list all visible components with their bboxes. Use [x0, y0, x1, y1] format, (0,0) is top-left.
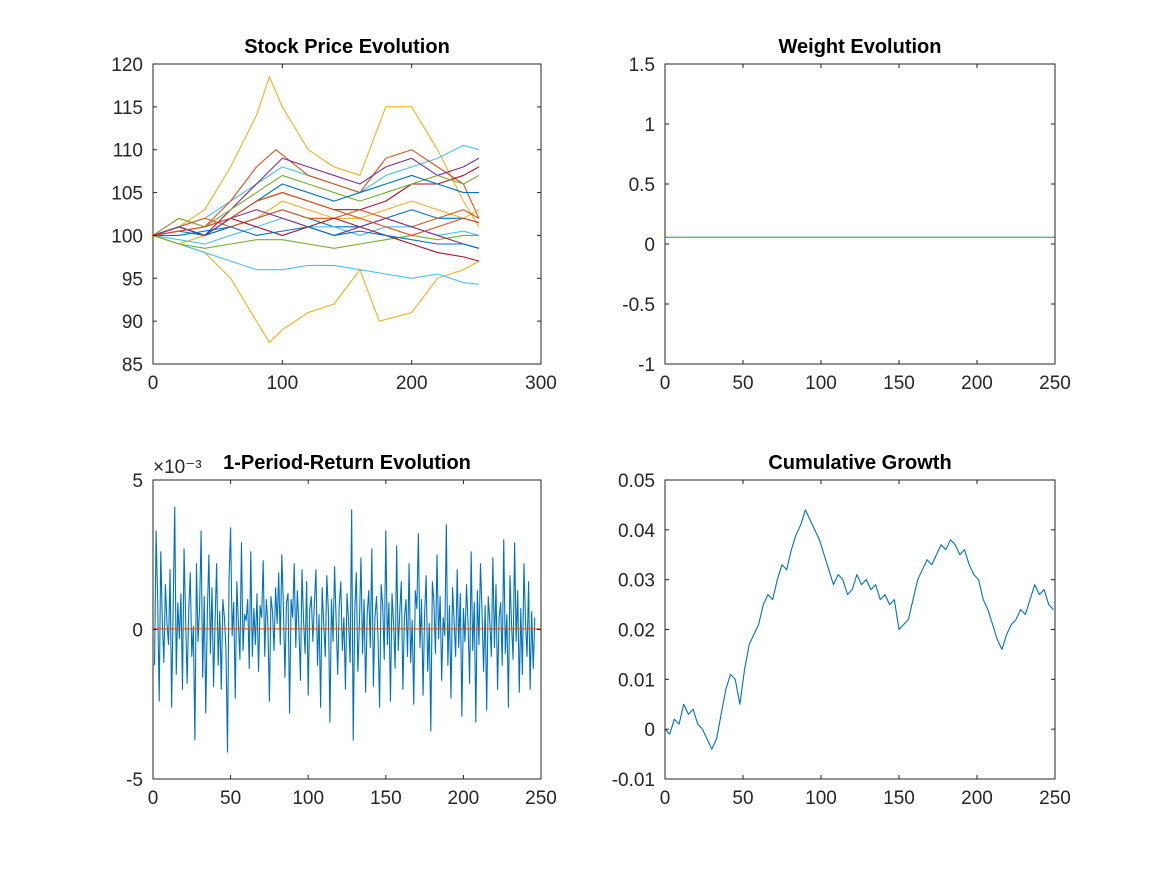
x-tick-label: 200 [961, 373, 993, 394]
chart-title: Cumulative Growth [768, 452, 951, 474]
tick-layer: 0 50 100 150 200 250 -1 -0.5 0 0.5 1 1.5 [622, 55, 1071, 394]
plot-area [153, 506, 541, 753]
y-tick-label: 100 [111, 226, 143, 247]
subplot-weight: Weight Evolution 0 50 100 150 200 250-1-0.500… [622, 36, 1071, 394]
y-tick-label: 0 [644, 235, 655, 256]
axes-box [152, 63, 542, 365]
y-tick-label: 90 [122, 312, 143, 333]
y-tick-label: 95 [122, 269, 143, 290]
y-tick-label: 105 [111, 184, 143, 205]
x-tick-label: 250 [1039, 788, 1071, 809]
y-tick-label: 0 [132, 621, 143, 642]
series-line-14 [153, 234, 479, 249]
subplot-growth: Cumulative Growth 0 50 100 150 200 250-0.0100… [612, 452, 1071, 809]
y-tick-label: -5 [126, 770, 143, 791]
y-tick-label: -0.5 [622, 295, 655, 316]
series-line-2 [153, 234, 480, 344]
y-tick-label: 110 [113, 141, 143, 162]
x-tick-label: 150 [883, 373, 915, 394]
y-tick-label: 0.01 [618, 670, 655, 691]
series-line-18 [153, 192, 480, 236]
x-tick-label: 300 [525, 373, 557, 394]
x-tick-label: 250 [525, 788, 557, 809]
y-tick-label: 115 [113, 98, 143, 119]
y-tick-label: -1 [638, 355, 655, 376]
x-tick-label: 50 [732, 373, 753, 394]
x-tick-label: 0 [148, 788, 159, 809]
series-line-3 [153, 234, 479, 285]
tick-layer: 0 50 100 150 200 250-505 [126, 471, 557, 809]
x-tick-label: 100 [805, 373, 837, 394]
x-tick-label: 0 [148, 373, 159, 394]
chart-title: 1-Period-Return Evolution [223, 452, 471, 474]
axes-box [664, 63, 1056, 365]
x-tick-label: 250 [1039, 373, 1071, 394]
y-tick-label: 0 [644, 720, 655, 741]
chart-title: Stock Price Evolution [244, 36, 450, 58]
y-tick-label: 0.04 [618, 521, 655, 542]
subplot-return: 1-Period-Return Evolution ×10⁻³ 0 50 100 15… [126, 452, 557, 809]
x-tick-label: 50 [732, 788, 753, 809]
y-tick-label: 0.5 [629, 175, 655, 196]
x-tick-label: 200 [961, 788, 993, 809]
series-line-17 [153, 226, 480, 249]
series-line-12 [153, 209, 480, 236]
series-line-8 [153, 174, 480, 236]
y-tick-label: 0.02 [618, 621, 655, 642]
x-tick-label: 100 [292, 788, 324, 809]
series-line-1 [665, 509, 1054, 750]
exponent-label: ×10⁻³ [153, 457, 202, 478]
series-line-1 [153, 76, 480, 236]
x-tick-label: 0 [660, 788, 671, 809]
y-tick-label: 0.03 [618, 571, 655, 592]
tick-layer: 0 100 200 300 85 90 95 100 105 110 115 120 [111, 55, 557, 394]
y-tick-label: 0.05 [618, 471, 655, 492]
chart-title: Weight Evolution [779, 36, 942, 58]
x-tick-label: 50 [220, 788, 241, 809]
x-tick-label: 100 [266, 373, 298, 394]
y-tick-label: 120 [111, 55, 143, 76]
series-line-6 [153, 157, 480, 236]
series-line-1 [154, 506, 536, 753]
x-tick-label: 0 [660, 373, 671, 394]
plot-area [153, 76, 480, 344]
y-tick-label: 1.5 [629, 55, 655, 76]
tick-layer: 0 50 100 150 200 250-0.0100.010.020.030.040.0… [612, 471, 1071, 809]
x-tick-label: 150 [883, 788, 915, 809]
y-tick-label: -0.01 [612, 770, 655, 791]
x-tick-label: 200 [396, 373, 428, 394]
x-tick-label: 100 [805, 788, 837, 809]
x-tick-label: 150 [370, 788, 402, 809]
x-tick-label: 200 [448, 788, 480, 809]
subplot-stock-price: Stock Price Evolution 0 100 200 300 85 90 95 10… [111, 36, 557, 394]
plot-area [665, 509, 1054, 750]
series-line-5 [153, 149, 480, 236]
y-tick-label: 1 [644, 115, 655, 136]
y-tick-label: 5 [132, 471, 143, 492]
y-tick-label: 85 [122, 355, 143, 376]
